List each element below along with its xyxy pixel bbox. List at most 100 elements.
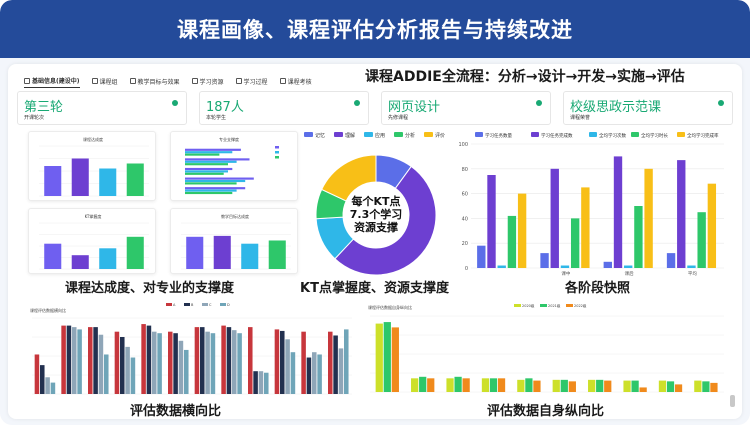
bar	[707, 183, 717, 268]
bar	[210, 333, 216, 394]
bar	[489, 378, 498, 392]
bar	[540, 253, 549, 268]
mini-chart-goals: 教学目标达成度	[170, 208, 298, 274]
legend-swatch	[514, 304, 521, 307]
donut-slice	[334, 165, 437, 276]
legend-label: 应用	[375, 132, 385, 139]
bar	[99, 168, 117, 196]
stat-value: 网页设计	[388, 100, 441, 115]
stat-label: 课程荣誉	[570, 115, 591, 121]
tab-course-exam[interactable]: 课程考核	[279, 74, 312, 88]
bar	[258, 371, 264, 394]
bar	[604, 380, 612, 392]
bar	[560, 379, 568, 392]
bar	[328, 331, 333, 394]
bar	[462, 378, 470, 392]
bar	[517, 193, 527, 268]
chart-title: 课程达成度	[83, 136, 103, 142]
info-icon	[24, 77, 30, 84]
bar	[45, 377, 50, 394]
tab-basic-info[interactable]: 基础信息(建设中)	[24, 74, 80, 88]
tab-course-group[interactable]: 课程组	[91, 74, 118, 88]
legend-swatch	[424, 132, 433, 137]
legend-label: 分析	[405, 132, 415, 139]
bar	[383, 322, 391, 392]
bar	[507, 215, 517, 268]
tab-learning-resources[interactable]: 学习资源	[191, 74, 224, 88]
bar	[152, 331, 157, 394]
legend-swatch	[631, 132, 639, 137]
bar	[280, 330, 285, 394]
bar	[581, 187, 590, 268]
bar	[185, 167, 233, 171]
title-banner: 课程画像、课程评估分析报告与持续改进	[0, 0, 750, 58]
bar	[125, 346, 130, 394]
bar	[126, 163, 144, 196]
donut-center-text: 7.3个学习	[350, 207, 403, 221]
legend-swatch	[275, 146, 279, 149]
bar	[185, 182, 237, 185]
bar	[419, 376, 427, 392]
legend-swatch	[334, 132, 343, 137]
legend-label: 2020级	[522, 303, 535, 308]
bar	[66, 325, 72, 394]
legend-label: 2021级	[548, 303, 561, 308]
donut-slice	[321, 154, 377, 202]
stat-label: 开课轮次	[24, 115, 45, 121]
y-tick-label: 20	[462, 241, 468, 247]
stat-card-students: 187人 本轮学生	[199, 91, 369, 125]
tab-teaching-goals[interactable]: 教学目标与效果	[129, 74, 180, 88]
bar	[157, 333, 162, 394]
bar	[644, 168, 653, 268]
trophy-icon	[354, 100, 360, 106]
bar	[184, 349, 189, 394]
bar	[290, 352, 296, 394]
exam-icon	[279, 78, 286, 84]
bar	[40, 365, 45, 394]
bar	[71, 255, 89, 269]
legend-label: A	[173, 303, 176, 307]
bar	[666, 381, 675, 392]
tab-label: 教学目标与效果	[137, 78, 180, 86]
bar	[375, 323, 383, 392]
bar	[226, 327, 232, 394]
legend-swatch	[275, 151, 279, 154]
group-icon	[91, 78, 98, 84]
tab-learning-process[interactable]: 学习过程	[235, 74, 268, 88]
bar	[185, 153, 220, 156]
bar	[497, 378, 506, 392]
bar	[568, 381, 576, 392]
legend-label: D	[227, 303, 230, 307]
bar	[93, 327, 98, 394]
x-tick-label: 课中	[561, 270, 570, 277]
chart-title: 课程评估数据自身纵向比	[368, 304, 412, 310]
bar	[588, 379, 596, 392]
legend-label: 全均学习时长	[641, 132, 668, 139]
bar	[344, 329, 349, 394]
bar	[221, 325, 226, 394]
scrollbar-thumb[interactable]	[730, 395, 735, 407]
bar	[185, 172, 224, 175]
bar	[130, 357, 136, 394]
bar	[552, 379, 560, 392]
legend-swatch	[540, 304, 547, 307]
bar	[50, 382, 56, 394]
donut-hole	[344, 183, 408, 247]
bar	[34, 354, 40, 394]
bar	[185, 177, 254, 180]
bar	[631, 380, 639, 392]
legend-swatch	[394, 132, 403, 137]
mini-chart-achievement: 课程达成度	[28, 131, 156, 201]
bar	[194, 327, 200, 394]
bar	[446, 378, 454, 392]
bar	[146, 325, 152, 394]
stat-value: 187人	[206, 100, 244, 115]
caption-horizontal: 评估数据横向比	[130, 404, 222, 419]
bar	[44, 243, 62, 269]
bar	[702, 381, 710, 392]
bar	[454, 376, 462, 392]
trophy-icon	[718, 100, 724, 106]
bar	[674, 384, 683, 392]
bar	[141, 324, 146, 394]
